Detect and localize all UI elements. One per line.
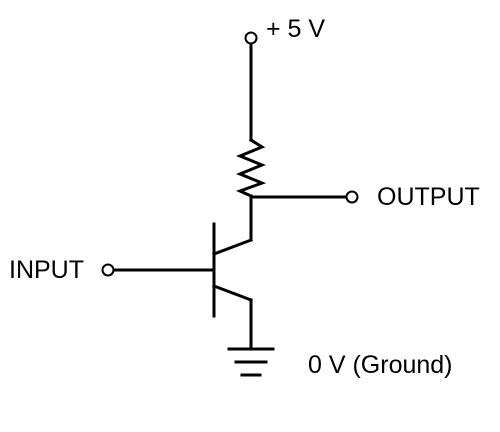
output-label: OUTPUT [377,183,480,211]
ground-icon [227,347,275,377]
output-terminal[interactable] [345,190,359,204]
ground-label: 0 V (Ground) [308,351,453,379]
npn-transistor [212,222,253,318]
input-label: INPUT [9,256,84,284]
input-terminal[interactable] [101,263,115,277]
resistor [236,137,267,198]
transistor-collector-lead [212,238,253,256]
supply-label: + 5 V [266,15,325,43]
supply-terminal[interactable] [244,31,258,45]
transistor-emitter-lead [212,284,253,302]
